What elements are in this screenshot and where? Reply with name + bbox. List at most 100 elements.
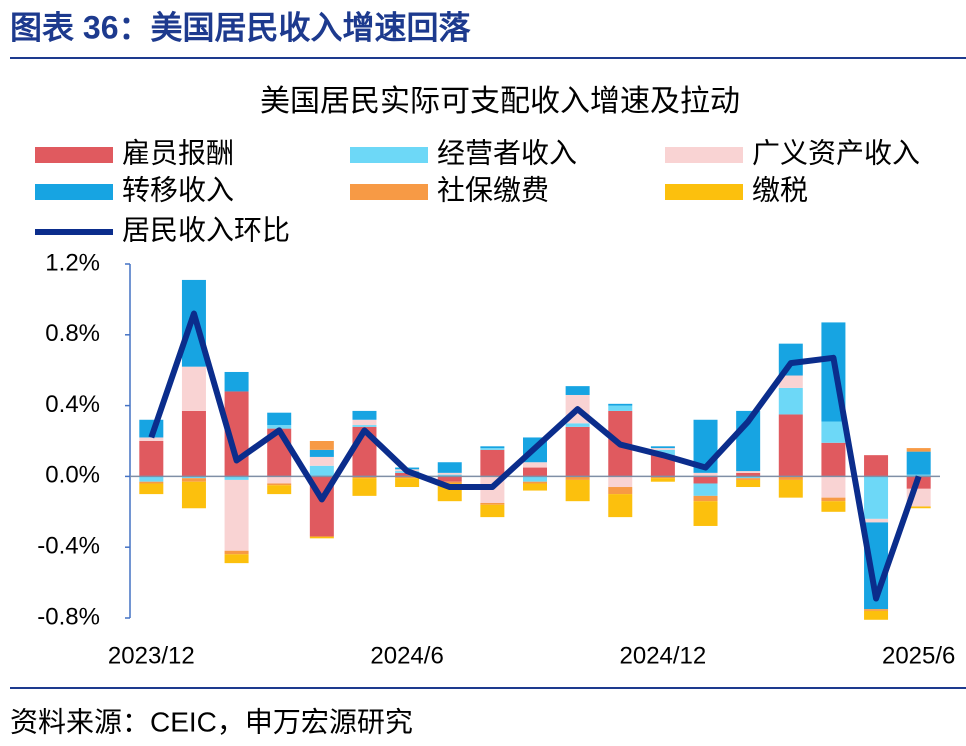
bar-segment xyxy=(821,497,846,502)
bar-segment xyxy=(565,476,590,480)
bar-segment xyxy=(778,387,803,415)
bar-segment xyxy=(906,474,931,477)
bar-segment xyxy=(864,610,889,620)
y-tick-label: -0.4% xyxy=(37,533,100,560)
bar-segment xyxy=(352,410,377,420)
bar-segment xyxy=(437,481,462,484)
bar-segment xyxy=(736,476,761,479)
legend-label: 经营者收入 xyxy=(437,137,577,168)
bar-segment xyxy=(309,465,334,477)
bar-segment xyxy=(821,421,846,443)
bar-segment xyxy=(352,476,377,479)
bar-segment xyxy=(139,441,164,477)
bar-segment xyxy=(778,375,803,388)
bar-segment xyxy=(864,455,889,477)
bar-segment xyxy=(821,442,846,477)
bar-segment xyxy=(181,366,206,411)
bar-segment xyxy=(267,483,292,486)
legend-label: 雇员报酬 xyxy=(122,137,234,168)
bar-segment xyxy=(864,476,889,519)
legend-label: 社保缴费 xyxy=(437,174,549,205)
bar-segment xyxy=(181,481,206,509)
bar-segment xyxy=(437,474,462,477)
bar-segment xyxy=(267,425,292,429)
bar-segment xyxy=(906,448,931,452)
x-tick-label: 2025/6 xyxy=(882,642,955,669)
bar-segment xyxy=(693,495,718,502)
bar-segment xyxy=(778,476,803,480)
y-tick-label: -0.8% xyxy=(37,603,100,630)
bar-segment xyxy=(437,462,462,473)
bar-segment xyxy=(864,518,889,523)
bar-segment xyxy=(906,506,931,509)
bar-segment xyxy=(693,501,718,526)
bar-segment xyxy=(309,449,334,457)
legend-swatch xyxy=(35,184,113,200)
legend-swatch xyxy=(665,147,743,163)
bar-segment xyxy=(650,478,675,482)
legend-label: 转移收入 xyxy=(122,174,234,205)
source-note: 资料来源：CEIC，申万宏源研究 xyxy=(10,706,413,737)
bar-segment xyxy=(224,550,249,555)
bar-segment xyxy=(267,412,292,426)
bar-segment xyxy=(906,451,931,475)
y-tick-label: 0.0% xyxy=(45,462,100,489)
bar-segment xyxy=(352,478,377,496)
bar-segment xyxy=(139,437,164,441)
bar-segment xyxy=(523,483,547,491)
bar-segment xyxy=(565,426,590,477)
bar-segment xyxy=(523,467,547,477)
x-tick-label: 2023/12 xyxy=(108,642,195,669)
legend-swatch xyxy=(665,184,743,200)
line-series xyxy=(148,310,922,602)
bar-segment xyxy=(565,386,590,395)
bar-segment xyxy=(224,554,249,564)
bar-segment xyxy=(736,472,761,477)
bar-segment xyxy=(565,479,590,502)
bar-segment xyxy=(139,481,164,484)
bar-segment xyxy=(778,414,803,477)
legend-label: 缴税 xyxy=(752,174,808,205)
y-tick-label: 0.8% xyxy=(45,320,100,347)
x-tick-label: 2024/12 xyxy=(620,642,707,669)
bar-segment xyxy=(864,609,889,611)
bar-segment xyxy=(523,481,547,484)
y-tick-label: 1.2% xyxy=(45,249,100,276)
legend-swatch xyxy=(35,147,113,163)
bar-segment xyxy=(480,446,505,449)
bar-segment xyxy=(608,403,633,406)
legend-swatch xyxy=(350,147,428,163)
bar-segment xyxy=(309,536,334,539)
header-title: 图表 36：美国居民收入增速回落 xyxy=(10,9,471,45)
bar-segment xyxy=(480,502,505,505)
bar-segment xyxy=(437,472,462,475)
bar-segment xyxy=(608,487,633,495)
bar-segment xyxy=(693,472,718,477)
bar-segment xyxy=(523,462,547,468)
bar-segment xyxy=(437,476,462,482)
bar-segment xyxy=(565,423,590,427)
bar-segment xyxy=(778,479,803,498)
bar-segment xyxy=(181,476,206,479)
bar-segment xyxy=(309,456,334,466)
x-tick-label: 2024/6 xyxy=(370,642,443,669)
bar-segment xyxy=(480,504,505,518)
y-tick-label: 0.4% xyxy=(45,391,100,418)
bar-segment xyxy=(224,371,249,392)
legend-swatch xyxy=(350,184,428,200)
bar-segment xyxy=(650,448,675,450)
bar-segment xyxy=(352,419,377,426)
bar-segment xyxy=(608,494,633,518)
bar-segment xyxy=(736,479,761,488)
legend-label: 居民收入环比 xyxy=(122,214,290,245)
bar-segment xyxy=(693,476,718,484)
bar-segment xyxy=(139,483,164,495)
bar-segment xyxy=(139,476,164,482)
bar-segment xyxy=(523,476,547,482)
bar-segment xyxy=(395,478,420,488)
bar-segment xyxy=(352,425,377,427)
legend-label: 广义资产收入 xyxy=(752,137,920,168)
chart-title: 美国居民实际可支配收入增速及拉动 xyxy=(260,85,740,118)
bar-segment xyxy=(736,471,761,473)
bar-segment xyxy=(181,478,206,482)
